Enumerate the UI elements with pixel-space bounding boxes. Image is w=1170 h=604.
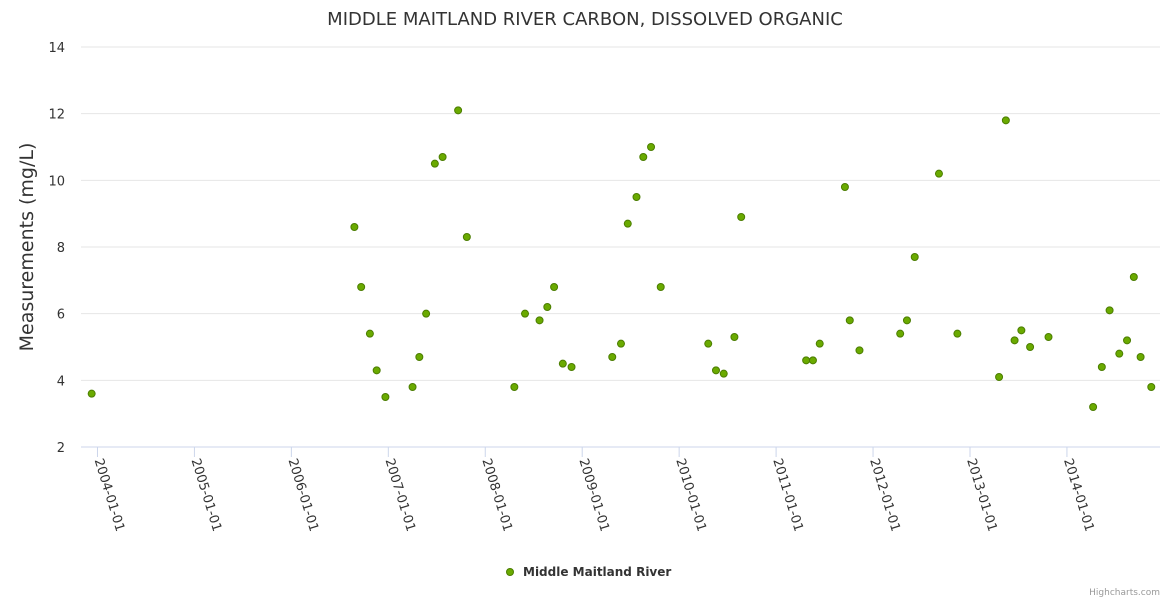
- data-point[interactable]: [845, 316, 854, 325]
- data-point[interactable]: [808, 356, 817, 365]
- data-point[interactable]: [350, 223, 359, 231]
- data-point[interactable]: [719, 369, 728, 378]
- data-point[interactable]: [855, 346, 864, 355]
- legend-marker-icon: [506, 568, 514, 576]
- data-point[interactable]: [1097, 363, 1106, 371]
- data-point[interactable]: [896, 329, 905, 338]
- data-point[interactable]: [454, 106, 463, 115]
- y-tick-label: 12: [48, 108, 65, 123]
- data-point[interactable]: [802, 356, 811, 365]
- data-point[interactable]: [616, 339, 625, 348]
- x-axis-ticks: 2004-01-01 2005-01-01 2006-01-01 2007-01-01…: [91, 447, 1097, 533]
- data-point[interactable]: [510, 383, 519, 391]
- data-point[interactable]: [430, 159, 439, 168]
- data-point[interactable]: [1044, 333, 1053, 341]
- x-tick-label: 2005-01-01: [188, 457, 224, 534]
- credits-link[interactable]: Highcharts.com: [1089, 588, 1160, 598]
- data-point[interactable]: [408, 383, 417, 391]
- data-point[interactable]: [1123, 336, 1132, 345]
- data-point[interactable]: [608, 353, 617, 361]
- x-tick-label: 2006-01-01: [285, 457, 321, 534]
- data-point[interactable]: [357, 283, 366, 291]
- data-point[interactable]: [910, 253, 919, 261]
- data-point[interactable]: [647, 143, 656, 151]
- data-point[interactable]: [711, 366, 720, 375]
- data-point[interactable]: [953, 329, 962, 338]
- x-tick-label: 2004-01-01: [91, 457, 127, 534]
- data-point[interactable]: [521, 309, 530, 318]
- y-tick-label: 10: [48, 174, 65, 189]
- data-point[interactable]: [1105, 306, 1114, 315]
- data-point[interactable]: [623, 219, 632, 228]
- data-point[interactable]: [934, 169, 943, 178]
- x-tick-label: 2012-01-01: [866, 457, 902, 534]
- data-point[interactable]: [462, 233, 471, 241]
- data-point[interactable]: [815, 339, 824, 348]
- data-point[interactable]: [1115, 349, 1124, 358]
- data-point[interactable]: [995, 373, 1004, 381]
- grid-lines: [81, 46, 1160, 448]
- data-point[interactable]: [1001, 116, 1010, 125]
- data-point[interactable]: [567, 363, 576, 371]
- data-point[interactable]: [550, 283, 559, 291]
- data-point[interactable]: [87, 389, 96, 398]
- x-tick-label: 2008-01-01: [478, 457, 514, 534]
- y-tick-label: 2: [57, 441, 65, 456]
- data-point[interactable]: [422, 309, 431, 318]
- y-axis-label: Measurements (mg/L): [16, 143, 38, 352]
- data-point[interactable]: [632, 193, 641, 201]
- legend-label[interactable]: Middle Maitland River: [523, 565, 671, 579]
- data-point[interactable]: [737, 213, 746, 221]
- series-points: [87, 106, 1156, 411]
- data-point[interactable]: [543, 303, 552, 311]
- y-tick-label: 8: [57, 241, 65, 256]
- data-point[interactable]: [1010, 336, 1019, 345]
- data-point[interactable]: [902, 316, 911, 325]
- data-point[interactable]: [365, 329, 374, 338]
- y-tick-label: 4: [57, 374, 65, 389]
- legend-item[interactable]: Middle Maitland River: [506, 565, 672, 579]
- y-tick-label: 14: [48, 41, 65, 56]
- data-point[interactable]: [415, 353, 424, 361]
- data-point[interactable]: [558, 359, 567, 368]
- data-point[interactable]: [1129, 273, 1138, 281]
- x-tick-label: 2011-01-01: [769, 457, 805, 534]
- data-point[interactable]: [639, 153, 648, 161]
- data-point[interactable]: [704, 339, 713, 348]
- x-tick-label: 2014-01-01: [1060, 457, 1096, 534]
- data-point[interactable]: [372, 366, 381, 375]
- data-point[interactable]: [656, 283, 665, 291]
- data-point[interactable]: [1089, 403, 1098, 411]
- data-point[interactable]: [1147, 383, 1156, 391]
- y-tick-label: 6: [57, 308, 65, 323]
- data-point[interactable]: [1017, 326, 1026, 335]
- data-point[interactable]: [381, 393, 390, 401]
- data-point[interactable]: [730, 333, 739, 341]
- x-tick-label: 2013-01-01: [963, 457, 999, 534]
- x-tick-label: 2010-01-01: [672, 457, 708, 534]
- data-point[interactable]: [840, 183, 849, 191]
- x-tick-label: 2009-01-01: [575, 457, 611, 534]
- data-point[interactable]: [1026, 343, 1035, 351]
- y-axis-ticks: 2 4 6 8 10 12 14: [48, 41, 65, 456]
- x-tick-label: 2007-01-01: [381, 457, 417, 534]
- data-point[interactable]: [535, 316, 544, 325]
- chart-title: MIDDLE MAITLAND RIVER CARBON, DISSOLVED …: [327, 9, 843, 30]
- data-point[interactable]: [438, 153, 447, 161]
- data-point[interactable]: [1136, 353, 1145, 361]
